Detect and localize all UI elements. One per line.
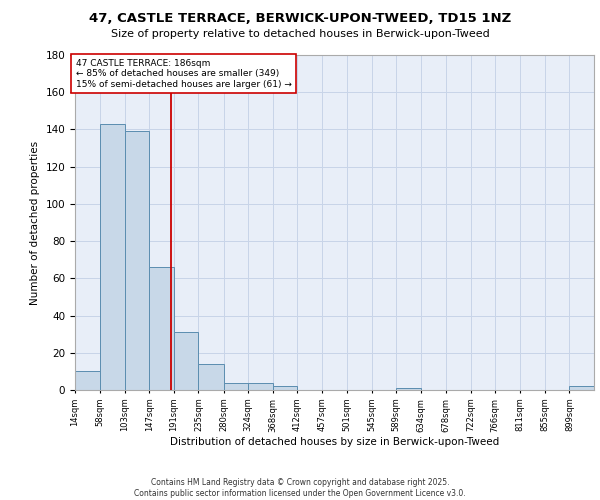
Bar <box>569 386 594 390</box>
Text: Contains HM Land Registry data © Crown copyright and database right 2025.
Contai: Contains HM Land Registry data © Crown c… <box>134 478 466 498</box>
Bar <box>100 124 125 390</box>
Bar <box>248 382 273 390</box>
Text: 47 CASTLE TERRACE: 186sqm
← 85% of detached houses are smaller (349)
15% of semi: 47 CASTLE TERRACE: 186sqm ← 85% of detac… <box>76 58 292 88</box>
Bar <box>125 132 149 390</box>
Bar <box>224 382 248 390</box>
Bar <box>174 332 199 390</box>
Bar <box>149 267 174 390</box>
Bar <box>75 372 100 390</box>
Bar <box>199 364 224 390</box>
X-axis label: Distribution of detached houses by size in Berwick-upon-Tweed: Distribution of detached houses by size … <box>170 437 499 447</box>
Y-axis label: Number of detached properties: Number of detached properties <box>30 140 40 304</box>
Bar <box>396 388 421 390</box>
Bar <box>273 386 298 390</box>
Text: Size of property relative to detached houses in Berwick-upon-Tweed: Size of property relative to detached ho… <box>110 29 490 39</box>
Text: 47, CASTLE TERRACE, BERWICK-UPON-TWEED, TD15 1NZ: 47, CASTLE TERRACE, BERWICK-UPON-TWEED, … <box>89 12 511 26</box>
